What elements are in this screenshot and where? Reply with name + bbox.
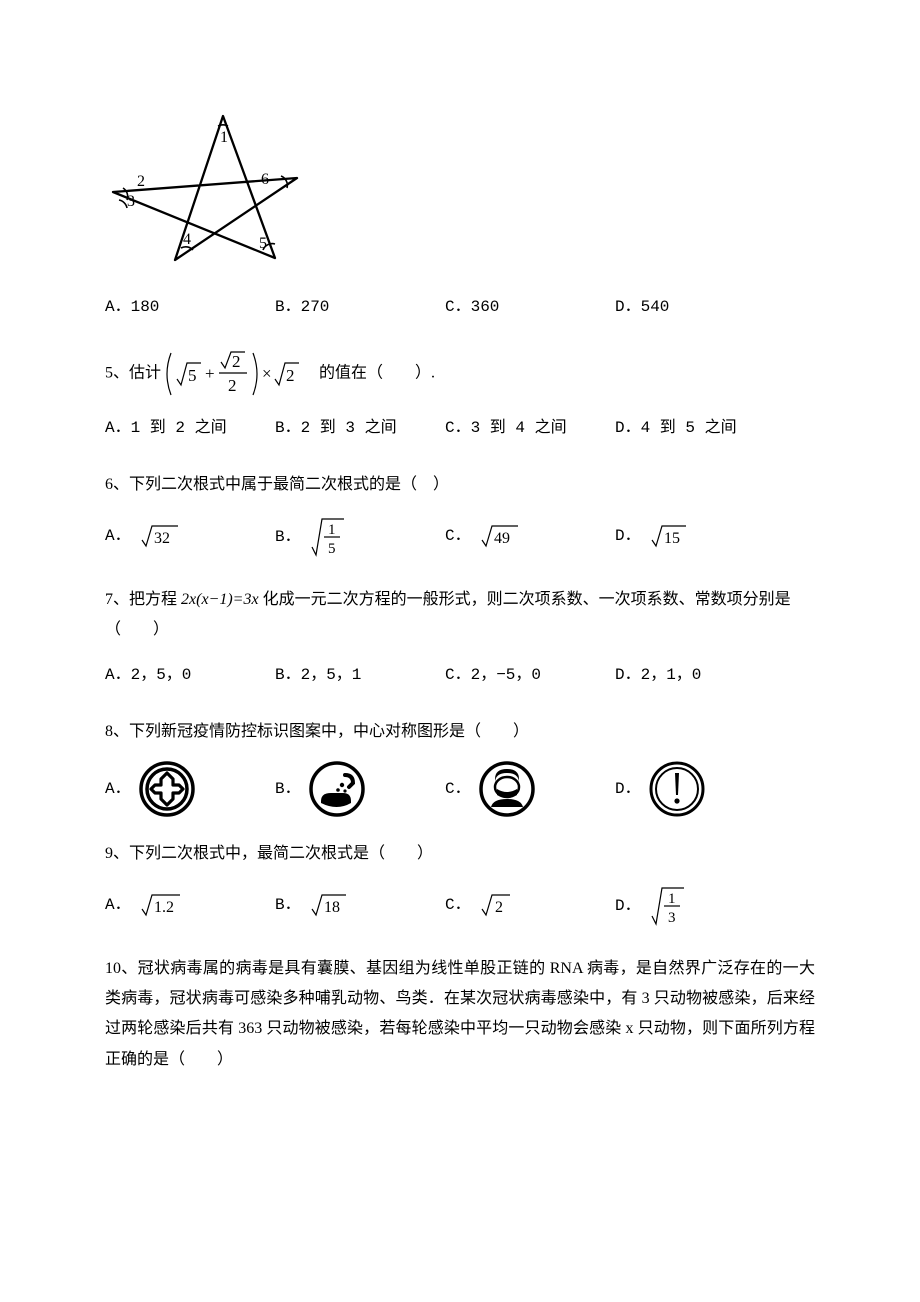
q5-prefix: 5、估计 <box>105 365 161 382</box>
q5-option-c: C．3 到 4 之间 <box>445 415 615 442</box>
q7-option-b: B．2，5，1 <box>275 662 445 689</box>
angle-label-6: 6 <box>261 171 269 188</box>
q6-option-b: B． 1 5 <box>275 517 445 557</box>
q4-option-d: D．540 <box>615 294 669 321</box>
angle-label-3: 3 <box>127 193 135 210</box>
q7-expr: 2x(x−1)=3x <box>181 591 259 608</box>
q8-options: A． B． C． <box>105 761 815 817</box>
q8-stem: 8、下列新冠疫情防控标识图案中，中心对称图形是（ ） <box>105 717 815 747</box>
q9-stem: 9、下列二次根式中，最简二次根式是（ ） <box>105 839 815 869</box>
q8-option-d: D． <box>615 761 705 817</box>
q9-option-b: B． 18 <box>275 892 445 919</box>
svg-text:3: 3 <box>668 910 676 926</box>
mask-person-icon <box>479 761 535 817</box>
q9-c-label: C． <box>445 896 471 914</box>
q7-prefix: 7、把方程 <box>105 591 181 608</box>
svg-text:1: 1 <box>668 891 676 907</box>
svg-text:18: 18 <box>324 899 340 916</box>
q9-a-label: A． <box>105 896 131 914</box>
q7-option-c: C．2，−5，0 <box>445 662 615 689</box>
svg-text:1: 1 <box>328 522 336 538</box>
hand-wash-icon <box>309 761 365 817</box>
exclamation-icon <box>649 761 705 817</box>
svg-text:1.2: 1.2 <box>154 899 174 916</box>
star-svg: 1 2 3 4 5 6 <box>105 110 305 270</box>
q9-b-label: B． <box>275 896 301 914</box>
q9-option-a: A． 1.2 <box>105 892 275 919</box>
q4-option-b: B．270 <box>275 294 445 321</box>
q5-suffix: 的值在（ ）. <box>319 365 435 382</box>
q4-options: A．180 B．270 C．360 D．540 <box>105 294 815 321</box>
q7-option-a: A．2，5，0 <box>105 662 275 689</box>
cross-shield-icon <box>139 761 195 817</box>
q5-option-a: A．1 到 2 之间 <box>105 415 275 442</box>
q6-b-label: B． <box>275 528 301 546</box>
svg-text:49: 49 <box>494 530 510 547</box>
q8-d-label: D． <box>615 776 641 803</box>
q6-a-label: A． <box>105 527 131 545</box>
q6-option-a: A． 32 <box>105 523 275 550</box>
angle-label-4: 4 <box>183 231 191 248</box>
q8-option-a: A． <box>105 761 275 817</box>
q8-option-c: C． <box>445 761 615 817</box>
q6-d-label: D． <box>615 527 641 545</box>
svg-text:+: + <box>205 364 215 383</box>
svg-text:32: 32 <box>154 530 170 547</box>
q7-options: A．2，5，0 B．2，5，1 C．2，−5，0 D．2，1，0 <box>105 662 815 689</box>
q8-c-label: C． <box>445 776 471 803</box>
angle-label-2: 2 <box>137 173 145 190</box>
angle-label-1: 1 <box>220 129 228 146</box>
q7-option-d: D．2，1，0 <box>615 662 701 689</box>
q4-option-a: A．180 <box>105 294 275 321</box>
q5-option-d: D．4 到 5 之间 <box>615 415 737 442</box>
svg-text:15: 15 <box>664 530 680 547</box>
q5-stem: 5、估计 5 + 2 2 <box>105 349 815 399</box>
q6-stem: 6、下列二次根式中属于最简二次根式的是（ ） <box>105 470 815 500</box>
angle-label-5: 5 <box>259 235 267 252</box>
q9-option-d: D． 1 3 <box>615 886 686 926</box>
q5-expression: 5 + 2 2 × 2 <box>165 349 315 399</box>
q6-option-c: C． 49 <box>445 523 615 550</box>
q8-a-label: A． <box>105 776 131 803</box>
svg-text:5: 5 <box>328 541 336 557</box>
q6-option-d: D． 15 <box>615 523 688 550</box>
q4-option-c: C．360 <box>445 294 615 321</box>
q9-option-c: C． 2 <box>445 892 615 919</box>
svg-text:2: 2 <box>286 366 295 385</box>
svg-text:5: 5 <box>188 366 197 385</box>
q5-options: A．1 到 2 之间 B．2 到 3 之间 C．3 到 4 之间 D．4 到 5… <box>105 415 815 442</box>
svg-text:2: 2 <box>495 899 503 916</box>
svg-text:2: 2 <box>228 376 237 395</box>
q9-options: A． 1.2 B． 18 C． 2 D． 1 3 <box>105 886 815 926</box>
q4-star-figure: 1 2 3 4 5 6 <box>105 110 815 270</box>
q6-options: A． 32 B． 1 5 C． 49 D． <box>105 517 815 557</box>
svg-text:×: × <box>262 364 272 383</box>
svg-text:2: 2 <box>232 352 241 371</box>
q7-stem: 7、把方程 2x(x−1)=3x 化成一元二次方程的一般形式，则二次项系数、一次… <box>105 585 815 646</box>
q8-b-label: B． <box>275 776 301 803</box>
q9-d-label: D． <box>615 897 641 915</box>
q8-option-b: B． <box>275 761 445 817</box>
q10-stem: 10、冠状病毒属的病毒是具有囊膜、基因组为线性单股正链的 RNA 病毒，是自然界… <box>105 954 815 1076</box>
q5-option-b: B．2 到 3 之间 <box>275 415 445 442</box>
q6-c-label: C． <box>445 527 471 545</box>
